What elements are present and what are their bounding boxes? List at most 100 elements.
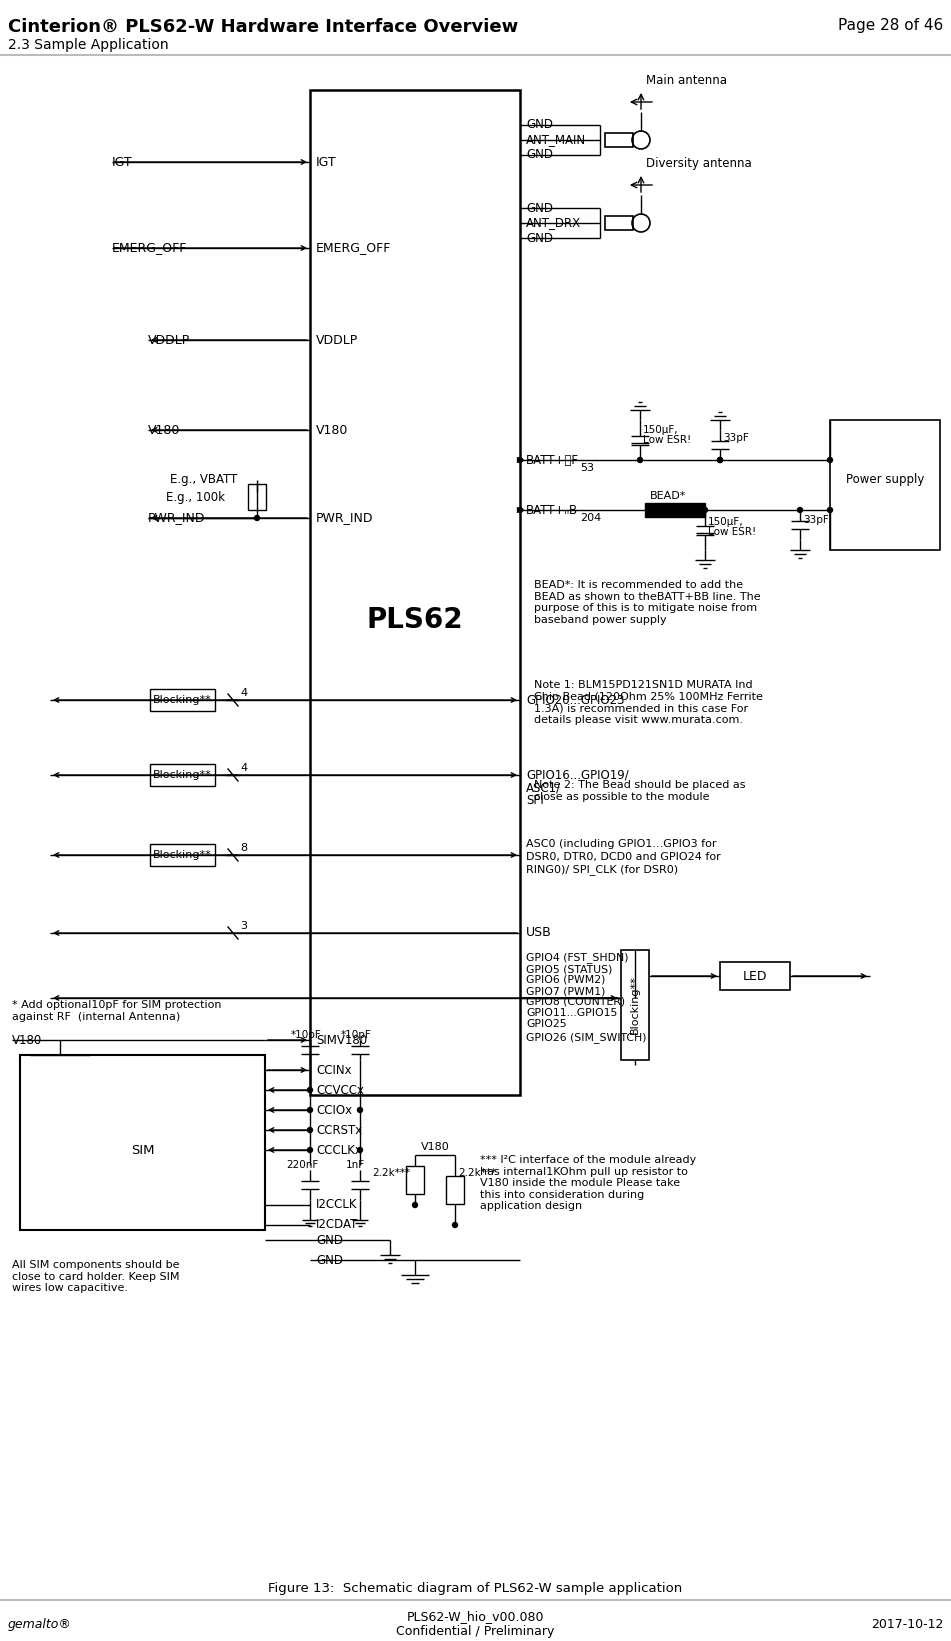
Text: GPIO26 (SIM_SWITCH): GPIO26 (SIM_SWITCH) <box>526 1032 647 1044</box>
Text: V180: V180 <box>12 1034 42 1047</box>
Text: *10pF: *10pF <box>340 1031 372 1040</box>
Text: 4: 4 <box>240 688 247 697</box>
Text: V180: V180 <box>148 423 181 437</box>
Text: IGT: IGT <box>316 156 337 169</box>
Text: 2.2k***: 2.2k*** <box>458 1168 496 1178</box>
Circle shape <box>827 458 832 463</box>
Circle shape <box>517 458 522 463</box>
Text: PLS62: PLS62 <box>367 606 463 633</box>
Text: Diversity antenna: Diversity antenna <box>646 156 751 169</box>
Text: All SIM components should be
close to card holder. Keep SIM
wires low capacitive: All SIM components should be close to ca… <box>12 1260 180 1293</box>
Text: Low ESR!: Low ESR! <box>643 435 691 445</box>
Bar <box>605 133 633 148</box>
Text: CCVCCx: CCVCCx <box>316 1083 364 1096</box>
Text: USB: USB <box>526 927 552 940</box>
Text: EMERG_OFF: EMERG_OFF <box>316 241 392 254</box>
Text: BATT+ₙB: BATT+ₙB <box>526 504 578 517</box>
Text: I2CCLK: I2CCLK <box>316 1198 358 1211</box>
Text: 150µF,: 150µF, <box>643 425 679 435</box>
Text: CCIOx: CCIOx <box>316 1103 352 1116</box>
Text: 33pF: 33pF <box>723 433 748 443</box>
Circle shape <box>827 507 832 512</box>
Text: GPIO25: GPIO25 <box>526 1019 567 1029</box>
Text: Page 28 of 46: Page 28 of 46 <box>838 18 943 33</box>
Circle shape <box>517 507 522 512</box>
Text: Note 1: BLM15PD121SN1D MURATA Ind
Chip Bead (120Ohm 25% 100MHz Ferrite
1.3A) is : Note 1: BLM15PD121SN1D MURATA Ind Chip B… <box>534 679 763 725</box>
Text: *10pF: *10pF <box>291 1031 321 1040</box>
Text: I2CDAT: I2CDAT <box>316 1219 359 1231</box>
Text: SPI: SPI <box>526 794 544 807</box>
Bar <box>150 843 215 866</box>
Text: GPIO5 (STATUS): GPIO5 (STATUS) <box>526 963 612 975</box>
Text: PWR_IND: PWR_IND <box>316 512 374 525</box>
Bar <box>406 1167 424 1195</box>
Bar <box>446 1177 464 1204</box>
Text: GPIO6 (PWM2): GPIO6 (PWM2) <box>526 975 606 985</box>
Circle shape <box>453 1223 457 1227</box>
Circle shape <box>358 1108 362 1113</box>
Text: Blocking**: Blocking** <box>153 850 212 860</box>
Bar <box>150 765 215 786</box>
Text: GPIO8 (COUNTER): GPIO8 (COUNTER) <box>526 998 625 1008</box>
Text: LED: LED <box>743 970 767 983</box>
Text: Blocking**: Blocking** <box>153 696 212 706</box>
Circle shape <box>413 1203 417 1208</box>
Text: EMERG_OFF: EMERG_OFF <box>112 241 187 254</box>
Text: V180: V180 <box>316 423 348 437</box>
Text: GND: GND <box>316 1234 343 1247</box>
Circle shape <box>358 1147 362 1152</box>
Text: GND: GND <box>526 118 553 131</box>
Text: Low ESR!: Low ESR! <box>708 527 756 537</box>
Text: *** I²C interface of the module already
has internal1KOhm pull up resistor to
V1: *** I²C interface of the module already … <box>480 1155 696 1211</box>
Bar <box>720 962 790 990</box>
Bar <box>20 1055 265 1231</box>
Text: * Add optional10pF for SIM protection
against RF  (internal Antenna): * Add optional10pF for SIM protection ag… <box>12 999 222 1022</box>
Circle shape <box>307 1088 313 1093</box>
Circle shape <box>255 515 260 520</box>
Text: CCINx: CCINx <box>316 1063 352 1076</box>
Bar <box>605 217 633 230</box>
Text: 2.2k***: 2.2k*** <box>372 1168 410 1178</box>
Text: ASC0 (including GPIO1...GPIO3 for: ASC0 (including GPIO1...GPIO3 for <box>526 839 716 848</box>
Text: SIMV180: SIMV180 <box>316 1034 367 1047</box>
Text: GPIO16...GPIO19/: GPIO16...GPIO19/ <box>526 768 629 781</box>
Bar <box>621 950 649 1060</box>
Text: ASC1/: ASC1/ <box>526 781 561 794</box>
Text: ANT_DRX: ANT_DRX <box>526 217 581 230</box>
Text: GPIO4 (FST_SHDN): GPIO4 (FST_SHDN) <box>526 952 629 963</box>
Text: GND: GND <box>526 148 553 161</box>
Text: 2.3 Sample Application: 2.3 Sample Application <box>8 38 168 53</box>
Text: VDDLP: VDDLP <box>316 333 359 346</box>
Text: DSR0, DTR0, DCD0 and GPIO24 for: DSR0, DTR0, DCD0 and GPIO24 for <box>526 852 721 862</box>
Text: Note 2: The Bead should be placed as
close as possible to the module: Note 2: The Bead should be placed as clo… <box>534 779 746 801</box>
Bar <box>310 90 520 1095</box>
Text: GPIO20...GPIO23: GPIO20...GPIO23 <box>526 694 625 707</box>
Text: 33pF: 33pF <box>803 515 828 525</box>
Text: 204: 204 <box>580 514 601 523</box>
Text: PWR_IND: PWR_IND <box>148 512 205 525</box>
Circle shape <box>307 1147 313 1152</box>
Text: Main antenna: Main antenna <box>646 74 727 87</box>
Text: CCCLKx: CCCLKx <box>316 1144 362 1157</box>
Bar <box>645 504 705 517</box>
Text: CCRSTx: CCRSTx <box>316 1124 362 1137</box>
Text: 220nF: 220nF <box>286 1160 319 1170</box>
Text: 4: 4 <box>240 763 247 773</box>
Text: Figure 13:  Schematic diagram of PLS62-W sample application: Figure 13: Schematic diagram of PLS62-W … <box>268 1582 682 1595</box>
Text: E.g., 100k: E.g., 100k <box>166 491 225 504</box>
Text: V180: V180 <box>420 1142 450 1152</box>
Text: GPIO11...GPIO15: GPIO11...GPIO15 <box>526 1008 617 1017</box>
Text: BEAD*: It is recommended to add the
BEAD as shown to theBATT+BB line. The
purpos: BEAD*: It is recommended to add the BEAD… <box>534 579 761 625</box>
Circle shape <box>307 1108 313 1113</box>
Text: GND: GND <box>526 231 553 245</box>
Circle shape <box>717 458 723 463</box>
Text: 53: 53 <box>580 463 594 473</box>
Text: BEAD*: BEAD* <box>650 491 687 501</box>
Text: Cinterion® PLS62-W Hardware Interface Overview: Cinterion® PLS62-W Hardware Interface Ov… <box>8 18 518 36</box>
Text: GND: GND <box>526 202 553 215</box>
Text: ANT_MAIN: ANT_MAIN <box>526 133 586 146</box>
Text: 8: 8 <box>240 843 247 853</box>
Text: RING0)/ SPI_CLK (for DSR0): RING0)/ SPI_CLK (for DSR0) <box>526 865 678 875</box>
Text: VDDLP: VDDLP <box>148 333 190 346</box>
Text: PLS62-W_hio_v00.080
Confidential / Preliminary: PLS62-W_hio_v00.080 Confidential / Preli… <box>396 1610 554 1638</box>
